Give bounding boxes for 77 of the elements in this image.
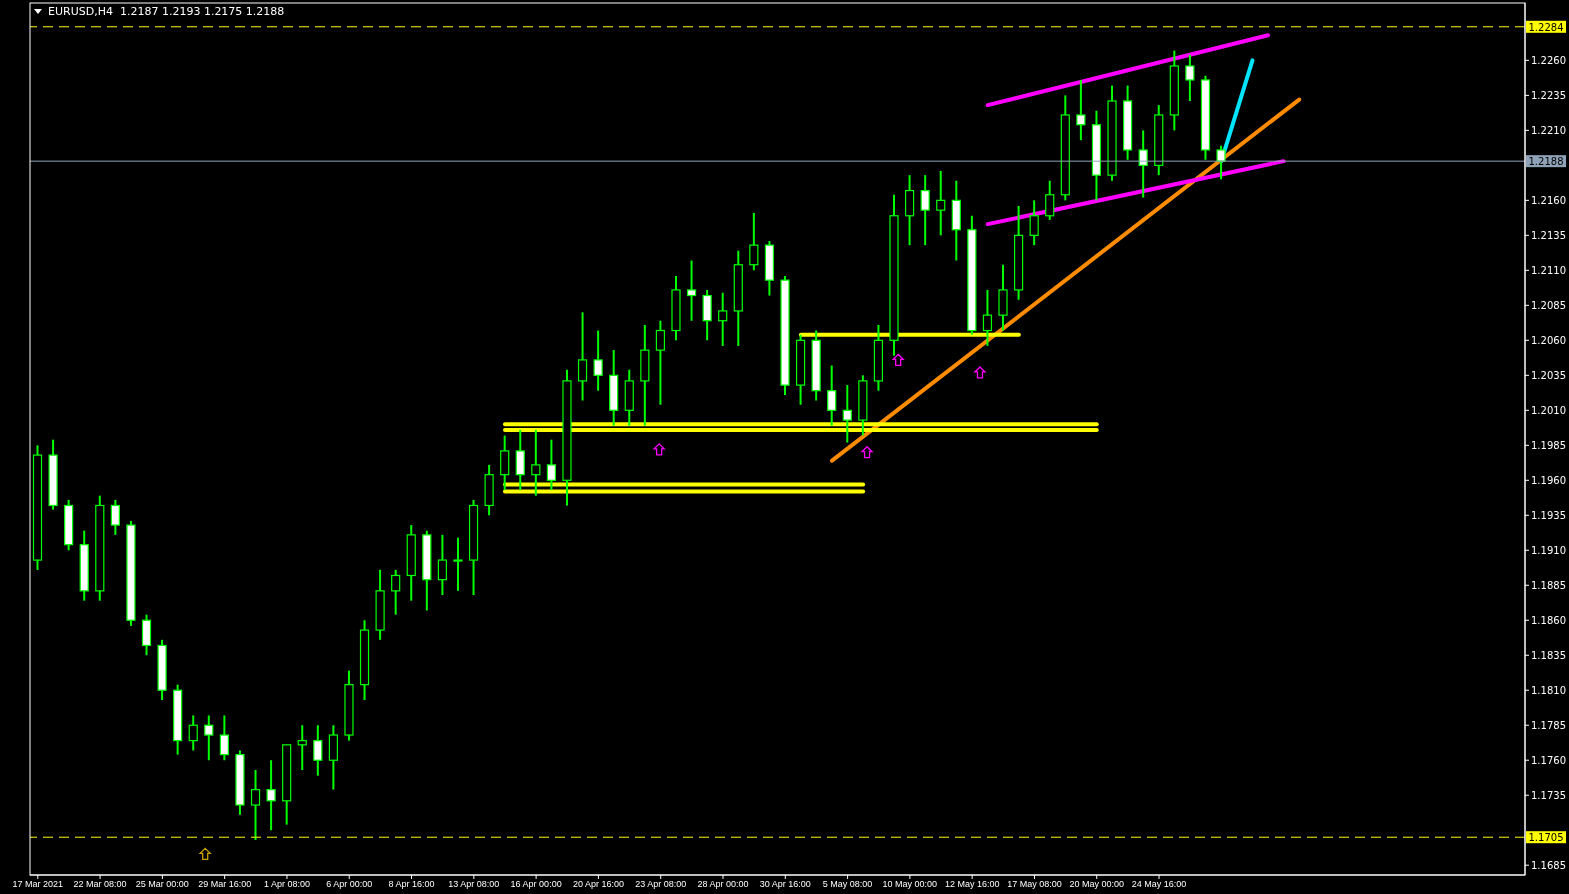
y-tick-label: 1.1735 — [1531, 789, 1566, 801]
candlestick — [204, 714, 214, 762]
chart-title: EURUSD,H4 1.2187 1.2193 1.2175 1.2188 — [48, 5, 285, 18]
y-tick-label: 1.2235 — [1531, 89, 1566, 101]
x-tick-label: 10 May 00:00 — [882, 879, 938, 890]
candlestick — [391, 568, 401, 616]
candlestick — [297, 724, 307, 772]
candlestick — [1216, 144, 1226, 181]
candlestick — [936, 169, 946, 237]
candlestick — [266, 759, 276, 832]
candlestick — [655, 319, 666, 406]
y-tick-label: 1.1935 — [1531, 509, 1566, 521]
x-tick-label: 17 Mar 2021 — [12, 879, 64, 890]
y-tick-label: 1.2210 — [1531, 124, 1566, 136]
candlestick — [749, 211, 759, 272]
y-tick-label: 1.2035 — [1531, 369, 1566, 381]
candlestick — [827, 364, 837, 427]
y-tick-label: 1.1760 — [1531, 754, 1566, 766]
x-tick-label: 28 Apr 00:00 — [697, 879, 749, 890]
x-tick-label: 24 May 16:00 — [1131, 879, 1187, 890]
candlestick — [842, 384, 852, 444]
y-tick-label: 1.2160 — [1531, 194, 1566, 206]
x-tick-label: 23 Apr 08:00 — [635, 879, 687, 890]
y-tick-label: 1.1835 — [1531, 649, 1566, 661]
candlestick — [250, 769, 261, 842]
y-tick-label: 1.2085 — [1531, 299, 1566, 311]
y-tick-label: 1.1985 — [1531, 439, 1566, 451]
ref-line-label: 1.2188 — [1528, 156, 1564, 168]
x-tick-label: 8 Apr 16:00 — [388, 879, 435, 890]
candlestick — [577, 311, 588, 402]
y-tick-label: 1.2010 — [1531, 404, 1566, 416]
candlestick — [718, 291, 728, 347]
candlestick — [515, 428, 525, 492]
y-tick-label: 1.2060 — [1531, 334, 1566, 346]
x-tick-label: 20 May 00:00 — [1069, 879, 1125, 890]
x-tick-label: 12 May 16:00 — [944, 879, 1000, 890]
x-tick-label: 13 Apr 08:00 — [448, 879, 500, 890]
y-tick-label: 1.2135 — [1531, 229, 1566, 241]
y-tick-label: 1.1885 — [1531, 579, 1566, 591]
x-tick-label: 6 Apr 00:00 — [326, 879, 373, 890]
y-tick-label: 1.1960 — [1531, 474, 1566, 486]
ref-line-label: 1.1705 — [1528, 832, 1564, 844]
candlestick — [1045, 179, 1055, 221]
candlestick — [1029, 199, 1039, 247]
candlestick — [453, 536, 463, 592]
y-tick-label: 1.1785 — [1531, 719, 1566, 731]
candlestick — [1138, 129, 1148, 199]
ref-line-label: 1.2284 — [1528, 21, 1564, 33]
y-tick-label: 1.1860 — [1531, 614, 1566, 626]
candlestick — [920, 174, 930, 247]
x-tick-label: 25 Mar 00:00 — [135, 879, 189, 890]
x-tick-label: 29 Mar 16:00 — [198, 879, 252, 890]
y-tick-label: 1.1810 — [1531, 684, 1566, 696]
candlestick — [593, 329, 603, 392]
candlestick — [1185, 53, 1195, 102]
candlestick — [110, 498, 120, 536]
y-tick-label: 1.2110 — [1531, 264, 1566, 276]
y-tick-label: 1.1685 — [1531, 859, 1566, 871]
candlestick — [500, 434, 510, 492]
x-tick-label: 20 Apr 16:00 — [572, 879, 624, 890]
x-tick-label: 16 Apr 00:00 — [510, 879, 562, 890]
candlestick — [219, 714, 229, 762]
candlestick — [188, 714, 198, 752]
x-tick-label: 22 Mar 08:00 — [73, 879, 127, 890]
x-tick-label: 5 May 08:00 — [822, 879, 873, 890]
x-tick-label: 30 Apr 16:00 — [759, 879, 811, 890]
candlestick — [982, 288, 993, 347]
x-tick-label: 1 Apr 08:00 — [263, 879, 310, 890]
candlestick — [686, 259, 697, 322]
y-tick-label: 1.2260 — [1531, 54, 1566, 66]
y-tick-label: 1.1910 — [1531, 544, 1566, 556]
candlestick — [1076, 78, 1086, 142]
candlestick — [546, 438, 557, 492]
candlestick — [531, 428, 541, 497]
x-tick-label: 17 May 08:00 — [1007, 879, 1062, 890]
candlestick — [437, 533, 447, 597]
candlestick — [313, 724, 323, 777]
